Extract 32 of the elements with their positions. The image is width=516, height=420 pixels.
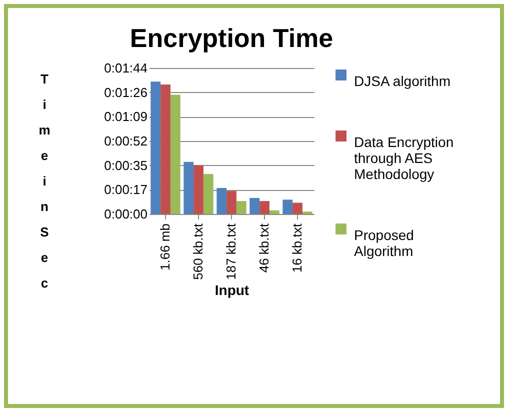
bar (150, 82, 161, 214)
y-tick-label: 0:01:44 (104, 60, 148, 76)
legend-label: Proposed Algorithm (354, 227, 414, 259)
x-axis-title: Input (214, 282, 250, 298)
legend-label: Data Encryption through AES Methodology (354, 134, 454, 182)
text: Time in Sec (38, 72, 50, 290)
bar (203, 174, 214, 214)
chart-title: Encryption Time (130, 23, 334, 53)
y-tick-label: 0:00:52 (104, 134, 148, 148)
bar (292, 202, 302, 214)
x-tick-label: 187 kb.txt (224, 223, 238, 280)
bar (170, 94, 180, 214)
bar (269, 210, 280, 214)
x-tick-label: 1.66 mb (158, 224, 172, 270)
x-tick-label: 46 kb.txt (256, 223, 272, 273)
bar (226, 191, 236, 214)
x-tick-label: 560 kb.txt (190, 223, 206, 280)
y-tick-label: 0:00:00 (104, 206, 148, 222)
bar (282, 200, 293, 214)
bar (236, 201, 246, 214)
y-tick-label: 0:01:09 (104, 109, 148, 124)
bar (160, 84, 170, 214)
bar (216, 188, 227, 214)
y-tick-label: 0:01:26 (104, 84, 148, 100)
legend-label: DJSA algorithm (354, 73, 450, 89)
bar (250, 198, 260, 214)
y-tick-label: 0:00:35 (104, 158, 148, 173)
x-tick-label: 16 kb.txt (290, 223, 304, 273)
bar (184, 162, 194, 214)
bar (194, 165, 204, 214)
y-tick-label: 0:00:17 (104, 182, 148, 198)
bar (260, 201, 270, 214)
